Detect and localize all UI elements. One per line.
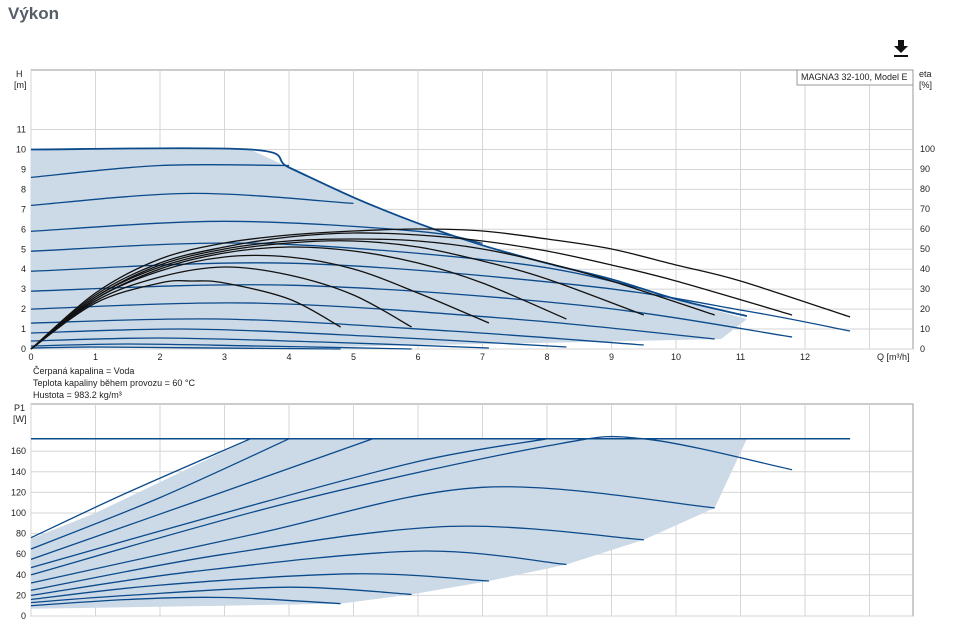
y2-tick-label: 70 bbox=[920, 204, 930, 214]
head-curve bbox=[30, 328, 567, 348]
head-curve bbox=[30, 346, 341, 350]
y-tick-label: 140 bbox=[11, 467, 26, 477]
y2-tick-label: 0 bbox=[920, 344, 925, 354]
y-tick-label: 8 bbox=[21, 184, 26, 194]
y2-tick-label: 90 bbox=[920, 164, 930, 174]
max-head-curve bbox=[30, 147, 748, 317]
y-axis-label: H bbox=[16, 69, 23, 79]
power-curve bbox=[30, 573, 489, 601]
y-axis-unit: [m] bbox=[14, 80, 27, 90]
y-tick-label: 6 bbox=[21, 224, 26, 234]
y-tick-label: 80 bbox=[16, 529, 26, 539]
liquid-info: Čerpaná kapalina = Voda bbox=[33, 366, 135, 376]
power-curve bbox=[30, 486, 715, 584]
efficiency-curve bbox=[30, 266, 412, 350]
x-tick-label: 5 bbox=[351, 352, 356, 362]
y2-tick-label: 100 bbox=[920, 144, 935, 154]
y2-tick-label: 40 bbox=[920, 264, 930, 274]
x-tick-label: 10 bbox=[671, 352, 681, 362]
head-curve bbox=[30, 318, 644, 346]
y-tick-label: 5 bbox=[21, 244, 26, 254]
y-tick-label: 160 bbox=[11, 446, 26, 456]
efficiency-curve bbox=[30, 279, 341, 350]
y-axis-unit: [W] bbox=[13, 414, 27, 424]
y-tick-label: 9 bbox=[21, 164, 26, 174]
power-curve bbox=[30, 550, 567, 597]
power-curve bbox=[30, 525, 644, 591]
y-tick-label: 20 bbox=[16, 590, 26, 600]
density-info: Hustota = 983.2 kg/m³ bbox=[33, 390, 122, 400]
head-chart: 0 1 2 3 4 5 6 7 8 9 10 11 12012345678910110102030405… bbox=[14, 69, 935, 362]
y-tick-label: 0 bbox=[21, 611, 26, 621]
y-tick-label: 1 bbox=[21, 324, 26, 334]
y2-tick-label: 60 bbox=[920, 224, 930, 234]
y-tick-label: 10 bbox=[16, 145, 26, 155]
page-title: Výkon bbox=[8, 4, 60, 23]
x-tick-label: 11 bbox=[736, 352, 745, 362]
efficiency-curve bbox=[30, 228, 851, 350]
x-tick-label: 6 bbox=[415, 352, 420, 362]
efficiency-curve bbox=[30, 246, 567, 350]
y2-tick-label: 20 bbox=[920, 304, 930, 314]
power-curve bbox=[30, 435, 793, 576]
y-tick-label: 100 bbox=[11, 508, 26, 518]
y-tick-label: 7 bbox=[21, 204, 26, 214]
y2-tick-label: 50 bbox=[920, 244, 930, 254]
power-curve bbox=[30, 438, 374, 561]
y-tick-label: 60 bbox=[16, 549, 26, 559]
y-tick-label: 120 bbox=[11, 487, 26, 497]
operating-area bbox=[31, 149, 747, 349]
head-curve bbox=[30, 343, 412, 350]
efficiency-curve bbox=[30, 232, 793, 350]
head-curve bbox=[30, 242, 644, 290]
x-tick-label: 1 bbox=[93, 352, 98, 362]
y-tick-label: 11 bbox=[17, 125, 26, 135]
y2-tick-label: 30 bbox=[920, 284, 930, 294]
efficiency-curve bbox=[30, 238, 715, 350]
efficiency-curve bbox=[30, 240, 645, 350]
power-curve bbox=[30, 586, 412, 604]
temperature-info: Teplota kapaliny během provozu = 60 °C bbox=[33, 378, 195, 388]
power-curve bbox=[30, 438, 290, 550]
operating-area bbox=[31, 438, 747, 609]
x-tick-label: 0 bbox=[28, 352, 33, 362]
head-curve bbox=[30, 284, 793, 338]
y2-axis-unit: [%] bbox=[919, 80, 932, 90]
download-icon[interactable] bbox=[892, 38, 910, 58]
y2-tick-label: 10 bbox=[920, 324, 930, 334]
legend-box bbox=[796, 69, 914, 86]
power-curve bbox=[30, 438, 548, 569]
head-curve bbox=[30, 337, 489, 349]
y-tick-label: 2 bbox=[21, 304, 26, 314]
y2-axis-label: eta bbox=[919, 69, 932, 79]
y-tick-label: 4 bbox=[21, 264, 26, 274]
y2-tick-label: 80 bbox=[920, 184, 930, 194]
x-tick-label: 7 bbox=[480, 352, 485, 362]
x-tick-label: 4 bbox=[286, 352, 291, 362]
y-tick-label: 0 bbox=[21, 344, 26, 354]
power-curve bbox=[30, 438, 251, 539]
y-tick-label: 3 bbox=[21, 284, 26, 294]
x-tick-label: 9 bbox=[609, 352, 614, 362]
x-tick-label: 2 bbox=[157, 352, 162, 362]
legend-label: MAGNA3 32-100, Model E bbox=[801, 72, 908, 82]
head-curve bbox=[30, 163, 290, 179]
y-axis-label: P1 bbox=[14, 403, 25, 413]
power-curve bbox=[30, 596, 341, 607]
power-chart: 0 20 40 60 80 100 120 140 160 P1[W] bbox=[11, 403, 914, 621]
x-tick-label: 8 bbox=[544, 352, 549, 362]
y-tick-label: 40 bbox=[16, 570, 26, 580]
head-curve bbox=[30, 192, 354, 207]
x-axis-label: Q [m³/h] bbox=[877, 352, 910, 362]
x-tick-label: 12 bbox=[800, 352, 810, 362]
x-tick-label: 3 bbox=[222, 352, 227, 362]
